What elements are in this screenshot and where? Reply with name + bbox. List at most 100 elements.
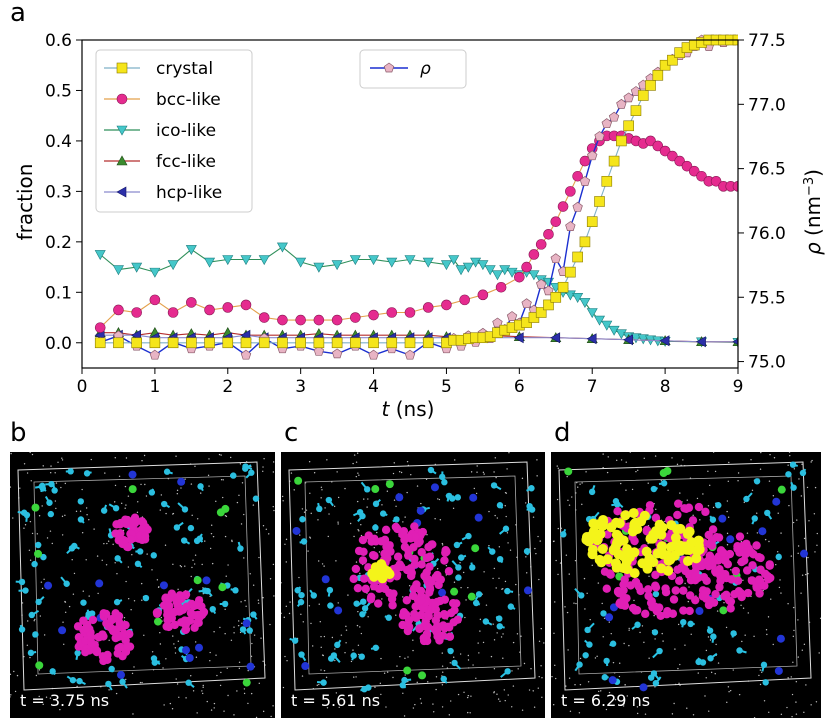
x-axis-label: t (ns)	[382, 397, 435, 420]
data-point	[572, 170, 583, 182]
data-point	[186, 297, 197, 308]
legend-label: ico-like	[156, 121, 216, 141]
data-point	[557, 201, 569, 212]
data-point	[565, 266, 576, 278]
data-point	[131, 262, 143, 273]
data-point	[404, 337, 416, 349]
data-point	[732, 181, 738, 192]
snapshot-panel-d: t = 6.29 ns	[551, 452, 821, 718]
y-tick-label: 0.2	[45, 233, 72, 253]
data-point	[277, 314, 288, 326]
data-point	[535, 278, 547, 289]
data-point	[167, 307, 179, 318]
data-point	[601, 175, 613, 187]
snapshot-time-label: t = 5.61 ns	[291, 691, 381, 710]
data-point	[94, 250, 106, 261]
data-point	[521, 261, 532, 273]
y2-tick-label: 76.5	[748, 160, 786, 180]
y-tick-label: 0.4	[45, 132, 72, 152]
data-point	[521, 298, 532, 309]
time-series-chart: 0 1 2 3 4 5 6 7 8 9 0.0 0.1 0.2 0.3 0.4 0.5 0.6 75.0 75.5 7…	[13, 31, 825, 420]
data-point	[350, 312, 361, 323]
data-point	[313, 337, 325, 349]
data-point	[167, 337, 179, 349]
data-point	[404, 255, 416, 266]
series-crystal	[94, 34, 738, 349]
x-tick-label: 8	[660, 377, 671, 397]
data-point	[204, 304, 215, 316]
data-point	[543, 228, 554, 240]
data-point	[565, 186, 576, 197]
x-tick-label: 5	[441, 377, 452, 397]
data-point	[204, 257, 216, 268]
panel-letter-d: d	[554, 418, 571, 448]
data-point	[167, 260, 179, 271]
x-tick-label: 4	[368, 377, 379, 397]
data-point	[565, 221, 576, 231]
data-point	[572, 201, 583, 212]
data-point	[623, 334, 633, 346]
data-point	[240, 255, 252, 266]
x-tick-label: 2	[222, 377, 233, 397]
data-point	[386, 307, 398, 318]
data-point	[477, 289, 489, 301]
data-point	[331, 348, 343, 359]
data-point	[586, 216, 598, 227]
data-point	[579, 298, 591, 309]
data-point	[386, 337, 398, 349]
data-point	[601, 320, 613, 331]
data-point	[688, 165, 700, 177]
data-point	[535, 307, 547, 318]
data-point	[586, 308, 598, 319]
data-point	[222, 337, 234, 349]
legend-label: crystal	[156, 59, 213, 79]
data-point	[240, 299, 252, 311]
legend-marker	[383, 62, 395, 73]
data-point	[222, 302, 234, 313]
series-line	[99, 246, 738, 343]
data-point	[94, 337, 106, 349]
data-point	[258, 337, 270, 349]
data-point	[616, 98, 627, 109]
data-point	[645, 135, 656, 147]
legend-marker	[116, 125, 128, 136]
data-point	[368, 349, 379, 360]
legend-marker	[116, 186, 127, 198]
data-point	[185, 245, 197, 256]
data-point	[386, 257, 398, 268]
data-point	[572, 251, 583, 263]
data-point	[331, 314, 343, 326]
data-point	[258, 255, 270, 266]
panel-letter-a: a	[10, 0, 26, 28]
data-point	[422, 302, 434, 313]
data-point	[313, 262, 325, 273]
data-point	[441, 299, 452, 311]
data-point	[331, 260, 343, 271]
data-point	[630, 333, 642, 344]
y-tick-label: 0.3	[45, 182, 72, 202]
panel-letter-b: b	[10, 418, 27, 448]
data-point	[349, 255, 361, 266]
data-point	[350, 337, 361, 349]
data-point	[368, 309, 379, 321]
data-point	[422, 337, 434, 349]
data-point	[462, 262, 474, 273]
y-axis-label: fraction	[13, 164, 37, 241]
data-point	[550, 216, 562, 227]
data-point	[404, 307, 416, 318]
snapshot-panel-b: t = 3.75 ns	[10, 452, 275, 718]
y2-tick-label: 77.0	[748, 95, 786, 115]
data-point	[404, 349, 416, 360]
data-point	[113, 304, 124, 316]
data-point	[149, 267, 161, 278]
atom-rendering	[551, 452, 821, 718]
data-point	[186, 337, 197, 349]
data-point	[667, 54, 678, 66]
y-tick-label: 0.5	[45, 81, 72, 101]
legend-box	[95, 49, 253, 213]
data-point	[484, 265, 496, 276]
y2-tick-label: 75.0	[748, 353, 786, 373]
data-point	[331, 337, 343, 349]
y-tick-label: 0.6	[45, 31, 72, 51]
data-point	[630, 105, 642, 116]
